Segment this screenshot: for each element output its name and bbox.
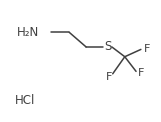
Text: H₂N: H₂N [17,26,39,39]
Text: F: F [144,44,151,54]
Text: S: S [104,41,111,53]
Text: F: F [138,68,144,78]
Text: F: F [105,72,112,82]
Text: HCl: HCl [15,94,35,107]
